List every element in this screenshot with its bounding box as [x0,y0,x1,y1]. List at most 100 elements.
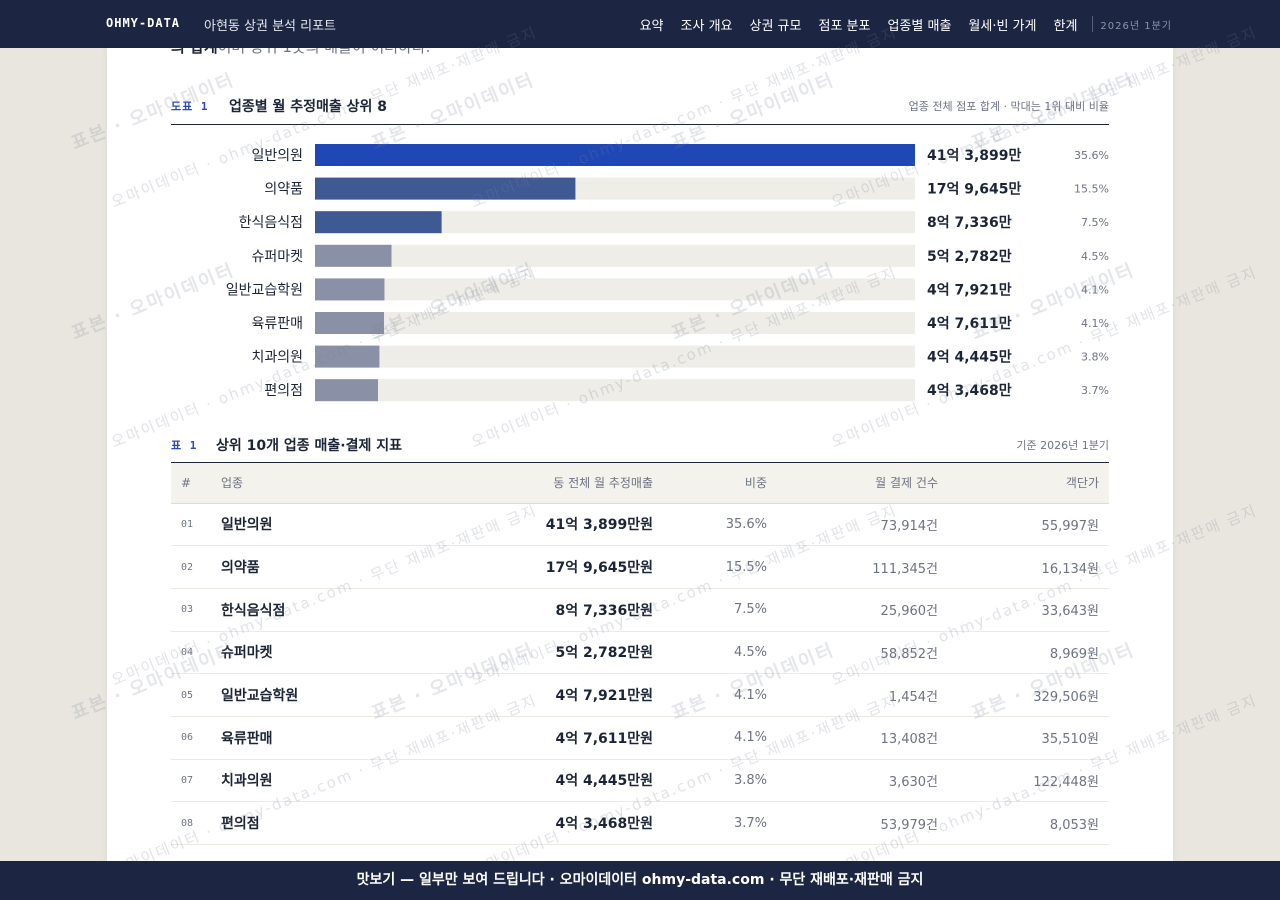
sales-cell: 17억 9,645만원 [391,545,653,589]
industry-cell: 육류판매 [221,716,391,760]
rank-cell: 05 [171,673,221,717]
bar-share-label: 4.5% [1081,250,1109,263]
payment-count-cell: 58,852건 [767,631,938,675]
table-note: 기준 2026년 1분기 [1016,439,1109,452]
nav-item-survey-overview[interactable]: 조사 개요 [680,18,733,34]
share-cell: 3.8% [653,759,767,803]
table-row: 04 슈퍼마켓 5억 2,782만원 4.5% 58,852건 8,969원 [171,631,1109,675]
payment-count-cell: 3,630건 [767,759,938,803]
rank-cell: 04 [171,631,221,675]
rank-cell: 02 [171,545,221,589]
table-body: 01 일반의원 41억 3,899만원 35.6% 73,914건 55,997원 02 의약… [171,503,1109,845]
avg-ticket-cell: 35,510원 [938,716,1109,760]
figure-header: 도표 1 업종별 월 추정매출 상위 8 업종 전체 점포 합계 · 막대는 1… [171,96,1109,116]
share-cell: 7.5% [653,588,767,632]
sales-cell: 4억 4,445만원 [391,759,653,803]
bar-share-label: 3.8% [1081,351,1109,364]
nav-item-rent-vacancy[interactable]: 월세·빈 가게 [968,18,1037,34]
table-row: 01 일반의원 41억 3,899만원 35.6% 73,914건 55,997원 [171,503,1109,547]
table-header-row: # 업종 동 전체 월 추정매출 비중 월 결제 건수 객단가 [171,463,1109,504]
intro-rest-text: 이며 상위 1곳의 매출이 이러하다. [218,48,431,56]
table-row: 07 치과의원 4억 4,445만원 3.8% 3,630건 122,448원 [171,759,1109,803]
nav-item-sales-by-industry[interactable]: 업종별 매출 [887,18,952,34]
bar [315,345,380,368]
col-industry: 업종 [221,463,391,504]
brand-logo[interactable]: OHMY-DATA [106,16,181,30]
figure-title: 업종별 월 추정매출 상위 8 [229,99,388,115]
section-nav: 요약 조사 개요 상권 규모 점포 분포 업종별 매출 월세·빈 가게 한계 2… [640,0,1280,48]
nav-item-limitations[interactable]: 한계 [1053,18,1078,34]
preview-banner: 맛보기 — 일부만 보여 드립니다 · 오마이데이터 ohmy-data.com… [0,861,1280,900]
share-cell: 4.5% [653,631,767,675]
share-cell: 3.7% [653,801,767,845]
rank-cell: 06 [171,716,221,760]
bar-value-label: 4억 4,445만 [927,350,1012,366]
bar-track [315,379,915,402]
bar-share-label: 3.7% [1081,384,1109,397]
payment-count-cell: 53,979건 [767,801,938,845]
bar-category-label: 의약품 [264,182,303,198]
bar-value-label: 41억 3,899만 [927,148,1022,164]
avg-ticket-cell: 33,643원 [938,588,1109,632]
industry-cell: 한식음식점 [221,588,391,632]
rank-cell: 03 [171,588,221,632]
col-share: 비중 [653,463,767,504]
table-title: 상위 10개 업종 매출·결제 지표 [216,438,402,454]
industry-cell: 편의점 [221,801,391,845]
table-row: 08 편의점 4억 3,468만원 3.7% 53,979건 8,053원 [171,801,1109,845]
avg-ticket-cell: 8,969원 [938,631,1109,675]
avg-ticket-cell: 122,448원 [938,759,1109,803]
col-payment-count: 월 결제 건수 [767,463,938,504]
report-title: 아현동 상권 분석 리포트 [204,19,336,34]
bar-value-label: 17억 9,645만 [927,182,1022,198]
nav-item-summary[interactable]: 요약 [639,18,664,34]
bar-category-label: 치과의원 [251,350,303,366]
sales-cell: 4억 7,921만원 [391,673,653,717]
table-row: 03 한식음식점 8억 7,336만원 7.5% 25,960건 33,643원 [171,588,1109,632]
share-cell: 4.1% [653,716,767,760]
table-tag: 표 1 [171,439,198,452]
bar-value-label: 4억 3,468만 [927,383,1012,399]
nav-divider [1092,16,1094,32]
sales-cell: 4억 3,468만원 [391,801,653,845]
intro-paragraph-fragment: 의 합계이며 상위 1곳의 매출이 이러하다. [171,48,430,57]
bar-value-label: 5억 2,782만 [927,249,1012,265]
rank-cell: 08 [171,801,221,845]
bar-share-label: 4.1% [1081,317,1109,330]
period-label: 2026년 1분기 [1100,20,1172,32]
rank-cell: 01 [171,503,221,547]
rank-cell: 07 [171,759,221,803]
sales-cell: 4억 7,611만원 [391,716,653,760]
sales-cell: 8억 7,336만원 [391,588,653,632]
sales-cell: 41억 3,899만원 [391,503,653,547]
payment-count-cell: 13,408건 [767,716,938,760]
bar-category-label: 일반교습학원 [226,282,303,298]
intro-bold-text: 의 합계 [171,48,218,56]
bar-track [315,278,915,301]
share-cell: 35.6% [653,503,767,547]
bar-category-label: 편의점 [264,383,303,399]
col-rank: # [171,463,221,504]
bar-share-label: 35.6% [1074,149,1109,162]
nav-item-market-size[interactable]: 상권 규모 [749,18,802,34]
bar [315,177,576,200]
nav-item-store-distribution[interactable]: 점포 분포 [818,18,871,34]
col-avg-ticket: 객단가 [938,463,1109,504]
bar-value-label: 4억 7,611만 [927,316,1012,332]
bar [315,144,915,166]
bar [315,244,392,267]
table-header: 표 1 상위 10개 업종 매출·결제 지표 기준 2026년 1분기 [171,435,1109,455]
industry-cell: 치과의원 [221,759,391,803]
bar-track [315,312,915,334]
avg-ticket-cell: 55,997원 [938,503,1109,547]
table-row: 05 일반교습학원 4억 7,921만원 4.1% 1,454건 329,506원 [171,673,1109,717]
avg-ticket-cell: 8,053원 [938,801,1109,845]
figure-note: 업종 전체 점포 합계 · 막대는 1위 대비 비율 [908,100,1109,113]
bar-track [315,345,915,368]
avg-ticket-cell: 329,506원 [938,673,1109,717]
bar-track [315,211,915,234]
industry-cell: 의약품 [221,545,391,589]
table-row: 02 의약품 17억 9,645만원 15.5% 111,345건 16,134원 [171,545,1109,589]
payment-count-cell: 1,454건 [767,673,938,717]
bar-category-label: 일반의원 [251,148,303,164]
